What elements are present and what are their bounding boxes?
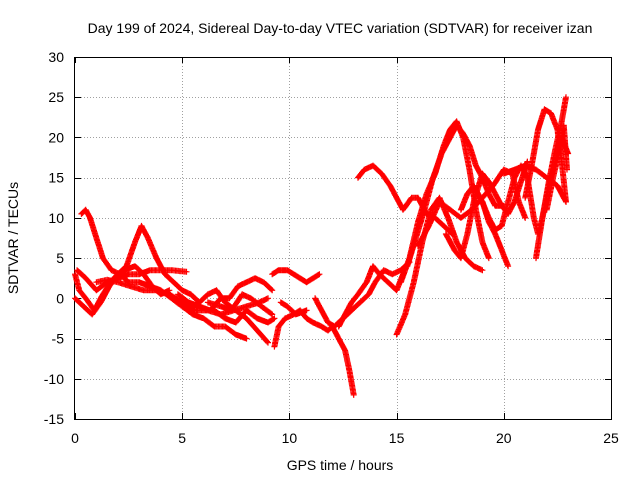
y-tick-label: -5 (52, 331, 65, 347)
x-tick-label: 5 (178, 430, 186, 446)
series-arc-11 (277, 299, 310, 318)
series-plus-markers (204, 291, 276, 318)
series-arc-7 (211, 307, 278, 326)
y-tick-label: -10 (44, 371, 64, 387)
grid (75, 57, 611, 419)
series-arc-25 (543, 122, 570, 213)
series-plus-markers (543, 122, 570, 213)
y-axis-label: SDTVAR / TECUs (5, 182, 21, 294)
data-series (72, 94, 572, 398)
x-axis-label: GPS time / hours (287, 457, 394, 473)
plot-frame (74, 57, 612, 420)
series-plus-markers (277, 299, 310, 318)
series-arc-13 (335, 263, 406, 330)
y-tick-label: 15 (48, 170, 64, 186)
series-plus-markers (269, 267, 323, 286)
series-arc-10 (269, 267, 323, 286)
x-tick-label: 25 (603, 430, 619, 446)
series-plus-markers (335, 263, 406, 330)
y-tick-label: 30 (48, 49, 64, 65)
axis-ticks: 0 5 10 15 20 25 -15 -10 -5 0 5 10 15 20 25 30 (44, 49, 619, 446)
x-tick-label: 20 (496, 430, 512, 446)
y-tick-label: -15 (44, 411, 64, 427)
y-tick-label: 0 (56, 290, 64, 306)
y-tick-label: 10 (48, 210, 64, 226)
y-tick-label: 25 (48, 89, 64, 105)
series-plus-markers (211, 307, 278, 326)
x-tick-label: 15 (389, 430, 405, 446)
series-arc-8 (204, 291, 276, 318)
chart-title: Day 199 of 2024, Sidereal Day-to-day VTE… (88, 20, 593, 36)
y-tick-label: 5 (56, 250, 64, 266)
y-tick-label: 20 (48, 129, 64, 145)
x-tick-label: 10 (282, 430, 298, 446)
series-arc-6 (174, 275, 276, 314)
x-tick-label: 0 (71, 430, 79, 446)
series-plus-markers (174, 275, 276, 314)
